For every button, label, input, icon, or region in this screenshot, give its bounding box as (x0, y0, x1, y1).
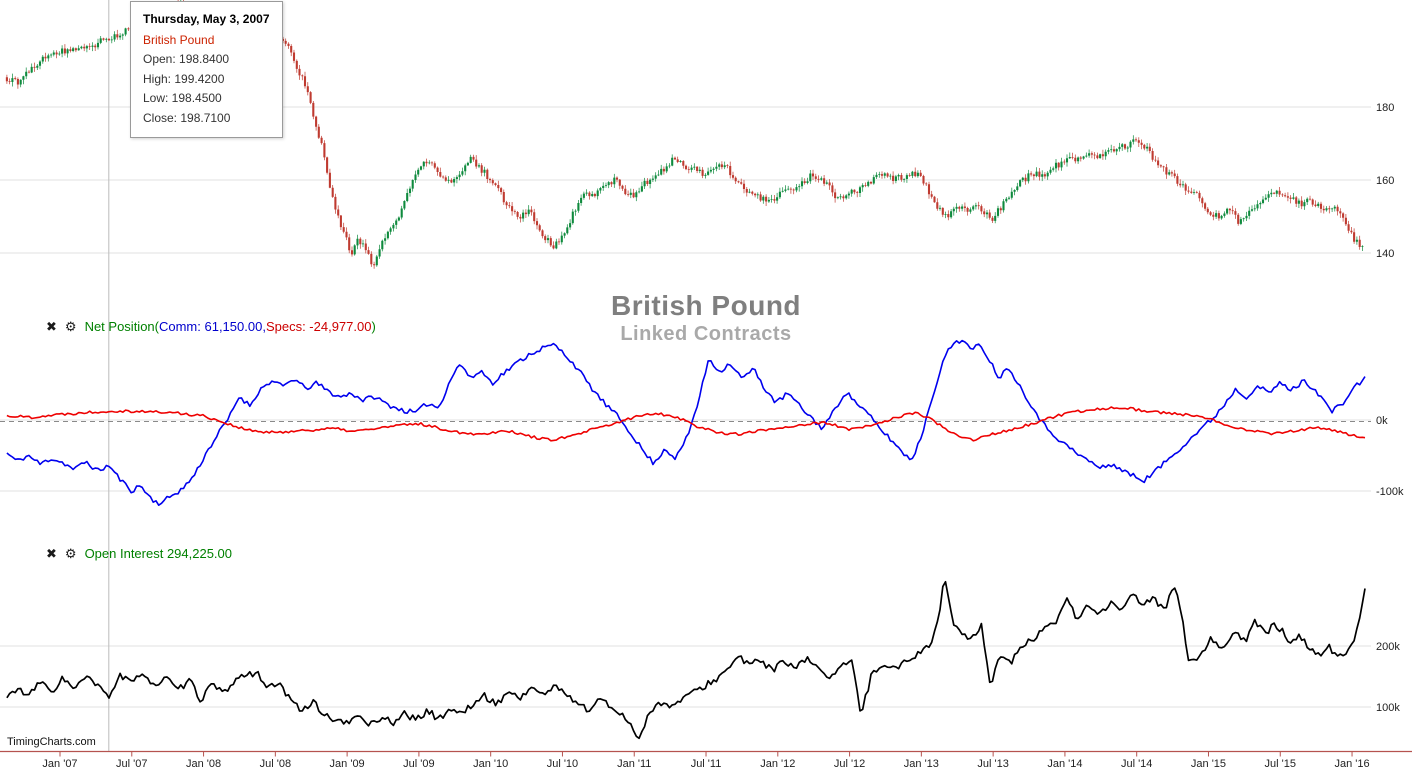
net-position-label-close: ) (371, 319, 376, 334)
x-axis-label: Jul '13 (977, 758, 1008, 770)
x-axis-label: Jul '07 (116, 758, 147, 770)
x-axis-label: Jan '13 (904, 758, 939, 770)
x-axis-label: Jul '15 (1265, 758, 1296, 770)
net-position-label: Net Position( (84, 319, 159, 334)
x-axis: Jan '07 Jul '07 Jan '08 Jul '08 Jan '09 Jul '… (0, 750, 1412, 770)
y-axis-label: 0k (1376, 415, 1388, 427)
comm-net-position-line (6, 339, 1366, 506)
y-axis-label: 140 (1376, 248, 1394, 260)
open-interest-legend: ✖ ⚙ Open Interest 294,225.00 (46, 546, 232, 561)
open-interest-line (6, 580, 1366, 740)
close-icon[interactable]: ✖ (46, 546, 57, 561)
chart-subtitle: Linked Contracts (620, 323, 792, 346)
y-axis-label: 200k (1376, 641, 1400, 653)
x-axis-label: Jan '12 (760, 758, 795, 770)
x-axis-label: Jan '14 (1047, 758, 1082, 770)
gear-icon[interactable]: ⚙ (64, 319, 77, 334)
open-interest-label: Open Interest 294,225.00 (84, 546, 233, 561)
close-icon[interactable]: ✖ (46, 319, 57, 334)
x-axis-label: Jul '08 (260, 758, 291, 770)
x-axis-label: Jan '08 (186, 758, 221, 770)
gridlines (0, 106, 1371, 708)
x-axis-label: Jan '15 (1191, 758, 1226, 770)
x-axis-label: Jul '10 (547, 758, 578, 770)
watermark: TimingCharts.com (7, 736, 96, 748)
y-axis-label: 160 (1376, 175, 1394, 187)
chart-title: British Pound (610, 290, 802, 321)
y-axis-label: -100k (1376, 486, 1404, 498)
tooltip-low: Low: 198.4500 (143, 91, 222, 105)
x-axis-label: Jan '09 (330, 758, 365, 770)
gear-icon[interactable]: ⚙ (64, 546, 77, 561)
x-axis-label: Jan '11 (617, 758, 651, 770)
tooltip-open: Open: 198.8400 (143, 52, 230, 66)
y-axis-label: 100k (1376, 702, 1400, 714)
tooltip-high: High: 199.4200 (143, 71, 225, 86)
tooltip-series-name: British Pound (143, 32, 215, 47)
x-axis-label: Jul '11 (691, 758, 722, 770)
tooltip-date: Thursday, May 3, 2007 (143, 12, 270, 26)
net-position-legend: ✖ ⚙ Net Position(Comm: 61,150.00,Specs: -2… (46, 319, 376, 334)
ohlc-tooltip: Thursday, May 3, 2007 British Pound Open… (130, 1, 283, 138)
specs-net-position-line (6, 406, 1366, 442)
x-axis-label: Jul '12 (834, 758, 865, 770)
comm-value-label: Comm: 61,150.00, (158, 319, 266, 334)
chart-title-block: British Pound Linked Contracts (610, 290, 802, 346)
y-axis-label: 180 (1376, 102, 1394, 114)
tooltip-close: Close: 198.7100 (143, 110, 231, 125)
x-axis-label: Jan '07 (42, 758, 77, 770)
x-axis-label: Jan '10 (473, 758, 508, 770)
x-axis-label: Jan '16 (1334, 758, 1369, 770)
x-axis-label: Jul '09 (403, 758, 434, 770)
specs-value-label: Specs: -24,977.00 (265, 319, 372, 334)
x-axis-label: Jul '14 (1121, 758, 1152, 770)
